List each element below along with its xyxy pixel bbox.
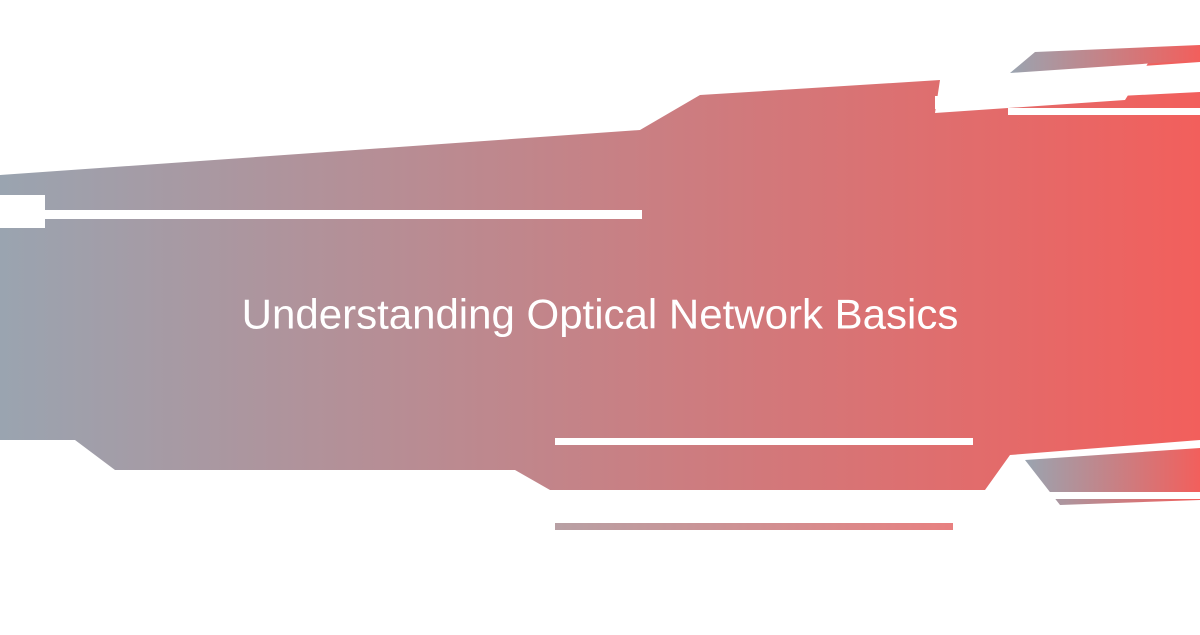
accent-line-mid-right — [555, 438, 973, 445]
accent-line-below — [555, 523, 953, 530]
banner-title: Understanding Optical Network Basics — [150, 287, 1050, 344]
main-banner-shape — [0, 55, 1200, 490]
accent-line-bottom-right — [700, 492, 1200, 499]
accent-line-top-right-short — [1008, 108, 1200, 115]
accent-line-top-left — [0, 210, 642, 219]
tick-marks — [935, 96, 974, 109]
